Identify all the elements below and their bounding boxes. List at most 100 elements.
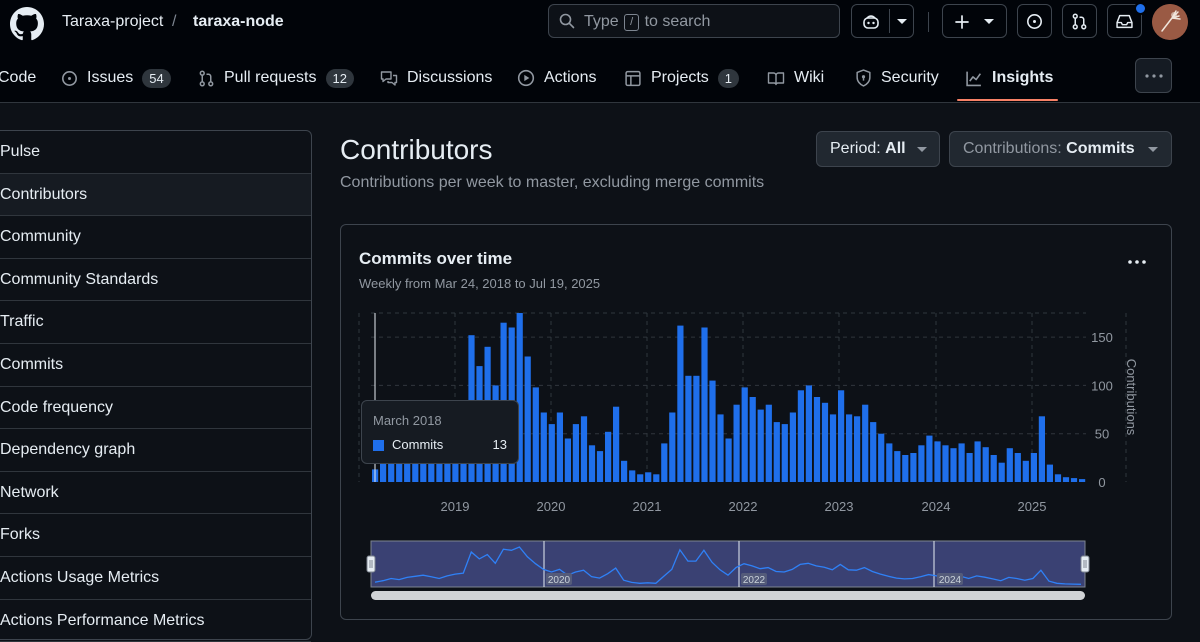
chart-bar[interactable] xyxy=(1038,416,1045,482)
chart-bar[interactable] xyxy=(781,424,788,482)
chart-bar[interactable] xyxy=(958,443,965,482)
chart-bar[interactable] xyxy=(749,397,756,482)
sidebar-item-traffic[interactable]: Traffic xyxy=(0,301,311,344)
tab-discussions[interactable]: Discussions xyxy=(380,56,492,100)
sidebar-item-network[interactable]: Network xyxy=(0,472,311,515)
chart-bar[interactable] xyxy=(653,474,660,482)
chart-options-button[interactable] xyxy=(1127,249,1147,270)
chart-bar[interactable] xyxy=(765,404,772,482)
sidebar-item-forks[interactable]: Forks xyxy=(0,514,311,557)
chart-bar[interactable] xyxy=(605,431,612,482)
chart-bar[interactable] xyxy=(862,404,869,482)
chart-bar[interactable] xyxy=(677,325,684,482)
chart-bar[interactable] xyxy=(588,445,596,482)
chart-bar[interactable] xyxy=(717,414,724,482)
copilot-button[interactable] xyxy=(851,4,914,38)
chart-bar[interactable] xyxy=(733,404,740,482)
chart-bar[interactable] xyxy=(1046,464,1053,482)
chart-bar[interactable] xyxy=(661,443,668,482)
chart-bar[interactable] xyxy=(1062,477,1070,482)
chart-bar[interactable] xyxy=(838,390,845,482)
chart-bar[interactable] xyxy=(436,453,443,482)
chart-bar[interactable] xyxy=(797,390,804,482)
tab-issues[interactable]: Issues 54 xyxy=(61,56,171,100)
chart-bar[interactable] xyxy=(813,397,821,482)
chart-bar[interactable] xyxy=(532,387,539,482)
chart-bar[interactable] xyxy=(709,380,716,482)
chart-bar[interactable] xyxy=(829,414,837,482)
chart-bar[interactable] xyxy=(846,414,853,482)
chart-bar[interactable] xyxy=(396,457,403,482)
chart-bar[interactable] xyxy=(934,441,941,482)
chart-bar[interactable] xyxy=(556,412,563,483)
chart-bar[interactable] xyxy=(886,443,893,482)
chart-bar[interactable] xyxy=(524,356,531,483)
chart-bar[interactable] xyxy=(540,412,547,483)
navigator-left-handle[interactable] xyxy=(366,555,376,573)
chart-bar[interactable] xyxy=(1079,479,1086,482)
sidebar-item-commits[interactable]: Commits xyxy=(0,344,311,387)
sidebar-item-code-frequency[interactable]: Code frequency xyxy=(0,387,311,430)
tab-wiki[interactable]: Wiki xyxy=(767,56,824,100)
more-tabs-button[interactable] xyxy=(1135,58,1172,93)
sidebar-item-dependency-graph[interactable]: Dependency graph xyxy=(0,429,311,472)
chart-bar[interactable] xyxy=(580,416,588,482)
chart-bar[interactable] xyxy=(942,445,949,482)
chart-bar[interactable] xyxy=(725,438,732,483)
chart-bar[interactable] xyxy=(380,462,387,482)
navigator-right-handle[interactable] xyxy=(1080,555,1090,573)
chart-bar[interactable] xyxy=(741,387,748,482)
chart-bar[interactable] xyxy=(564,438,571,483)
chart-bar[interactable] xyxy=(693,375,700,482)
chart-bar[interactable] xyxy=(669,412,676,483)
chart-bar[interactable] xyxy=(773,422,780,482)
user-avatar[interactable] xyxy=(1152,4,1188,40)
chart-bar[interactable] xyxy=(757,409,764,482)
create-new-button[interactable] xyxy=(942,4,1007,38)
chart-bar[interactable] xyxy=(918,445,925,482)
chart-bar[interactable] xyxy=(870,422,877,482)
github-logo-icon[interactable] xyxy=(10,7,44,41)
chart-bar[interactable] xyxy=(1006,448,1013,482)
chart-bar[interactable] xyxy=(821,402,829,482)
chart-bar[interactable] xyxy=(613,406,620,482)
contributions-dropdown[interactable]: Contributions: Commits xyxy=(949,131,1172,167)
sidebar-item-pulse[interactable]: Pulse xyxy=(0,131,311,174)
tab-security[interactable]: Security xyxy=(855,56,939,100)
chart-bar[interactable] xyxy=(1022,460,1029,482)
chart-bar[interactable] xyxy=(645,472,652,482)
chart-bar[interactable] xyxy=(516,313,523,482)
chart-bar[interactable] xyxy=(854,416,861,482)
chart-bar[interactable] xyxy=(966,453,973,482)
chart-bar[interactable] xyxy=(950,448,957,482)
chart-bar[interactable] xyxy=(404,448,411,482)
chart-bar[interactable] xyxy=(1030,453,1037,482)
chart-bar[interactable] xyxy=(596,451,604,482)
chart-bar[interactable] xyxy=(998,462,1005,482)
chart-bar[interactable] xyxy=(1054,474,1062,482)
sidebar-item-contributors[interactable]: Contributors xyxy=(0,173,311,217)
sidebar-item-community-standards[interactable]: Community Standards xyxy=(0,259,311,302)
sidebar-item-community[interactable]: Community xyxy=(0,216,311,259)
chart-bar[interactable] xyxy=(629,470,636,482)
chart-bar[interactable] xyxy=(1070,478,1078,482)
chart-bar[interactable] xyxy=(1014,453,1021,482)
tab-actions[interactable]: Actions xyxy=(517,56,596,100)
chart-bar[interactable] xyxy=(878,433,885,482)
chart-bar[interactable] xyxy=(637,474,644,482)
chart-bar[interactable] xyxy=(910,453,917,482)
tab-pull-requests[interactable]: Pull requests 12 xyxy=(198,56,354,100)
navigator-scrollbar[interactable] xyxy=(371,591,1085,600)
search-input[interactable]: Type / to search xyxy=(548,4,840,38)
chart-bar[interactable] xyxy=(982,447,989,482)
tab-insights[interactable]: Insights xyxy=(965,56,1053,100)
chart-bar[interactable] xyxy=(974,441,981,482)
breadcrumb-owner[interactable]: Taraxa-project xyxy=(62,13,164,30)
chart-bar[interactable] xyxy=(701,327,708,483)
chart-bar[interactable] xyxy=(926,435,933,482)
chart-bar[interactable] xyxy=(805,385,812,482)
breadcrumb-repo[interactable]: taraxa-node xyxy=(193,13,284,30)
sidebar-item-actions-usage-metrics[interactable]: Actions Usage Metrics xyxy=(0,557,311,600)
period-dropdown[interactable]: Period: All xyxy=(816,131,940,167)
chart-bar[interactable] xyxy=(388,453,395,482)
